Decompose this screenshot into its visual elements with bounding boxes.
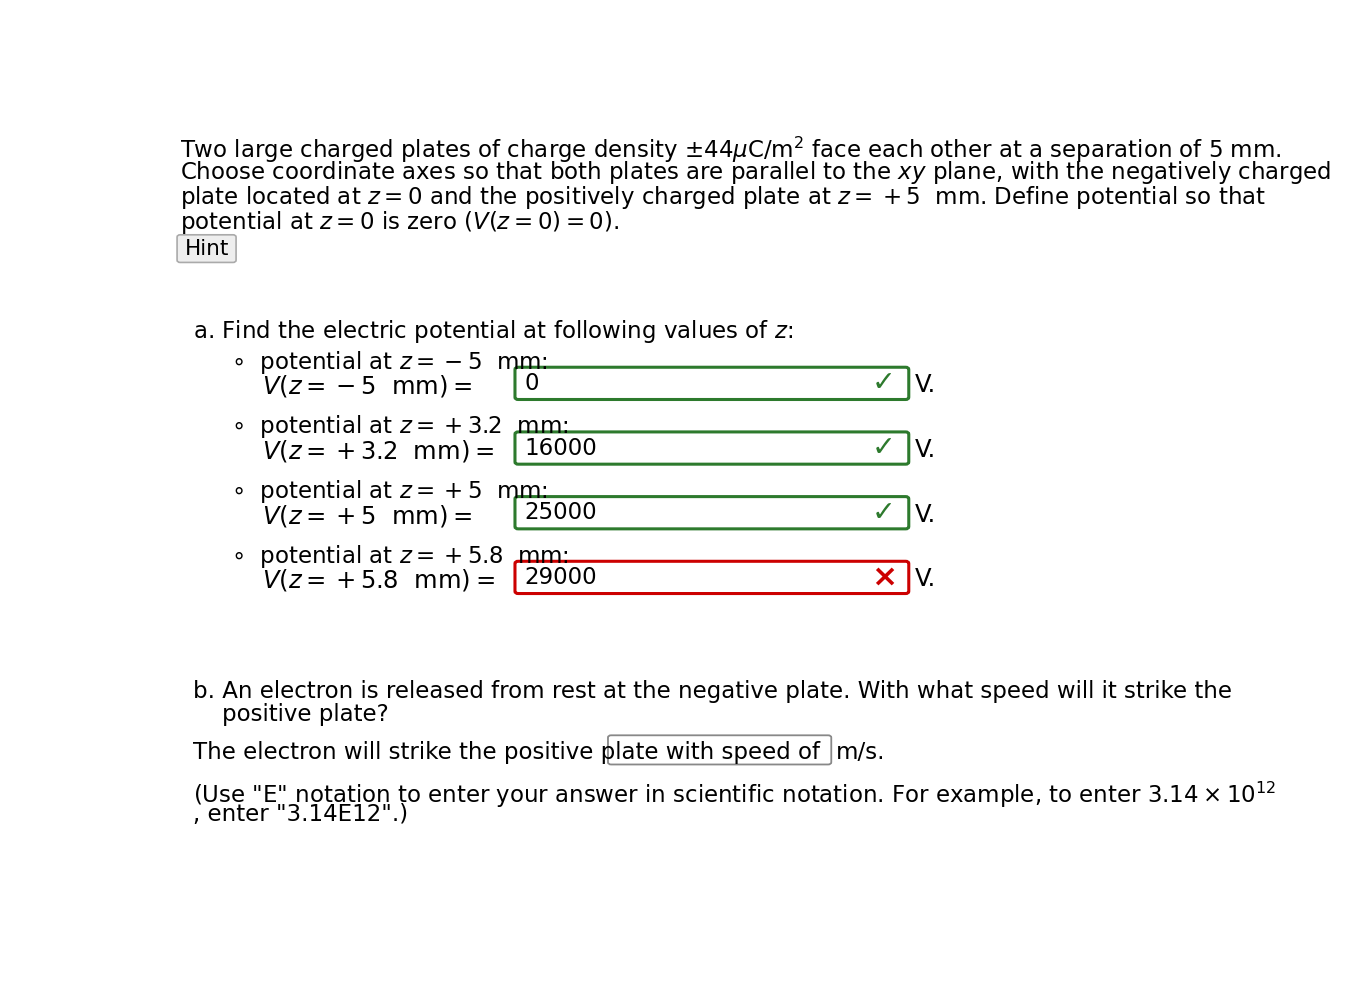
Text: ×: × <box>871 563 897 592</box>
Text: $\circ$  potential at $z = +5.8$  mm:: $\circ$ potential at $z = +5.8$ mm: <box>232 542 569 570</box>
Text: $\circ$  potential at $z = +5$  mm:: $\circ$ potential at $z = +5$ mm: <box>232 478 547 505</box>
FancyBboxPatch shape <box>608 736 831 764</box>
Text: 16000: 16000 <box>524 437 598 459</box>
Text: V.: V. <box>915 439 936 462</box>
FancyBboxPatch shape <box>515 367 909 399</box>
Text: positive plate?: positive plate? <box>192 703 389 726</box>
Text: V.: V. <box>915 374 936 397</box>
Text: Two large charged plates of charge density $\pm44\mu$C/m$^2$ face each other at : Two large charged plates of charge densi… <box>180 134 1282 165</box>
FancyBboxPatch shape <box>515 561 909 594</box>
Text: V.: V. <box>915 502 936 527</box>
Text: $V(z = +5.8$  mm$) =$: $V(z = +5.8$ mm$) =$ <box>263 567 495 594</box>
Text: 29000: 29000 <box>524 566 598 589</box>
Text: Hint: Hint <box>184 238 229 259</box>
Text: b. An electron is released from rest at the negative plate. With what speed will: b. An electron is released from rest at … <box>192 680 1232 702</box>
Text: a. Find the electric potential at following values of $z$:: a. Find the electric potential at follow… <box>192 318 793 345</box>
Text: m/s.: m/s. <box>836 742 885 764</box>
Text: ✓: ✓ <box>873 434 896 462</box>
Text: , enter "3.14E12".): , enter "3.14E12".) <box>192 803 408 826</box>
Text: $V(z = +5$  mm$) =$: $V(z = +5$ mm$) =$ <box>263 502 473 529</box>
Text: potential at $z = 0$ is zero ($V(z = 0) = 0$).: potential at $z = 0$ is zero ($V(z = 0) … <box>180 209 619 235</box>
FancyBboxPatch shape <box>515 432 909 464</box>
Text: 25000: 25000 <box>524 501 598 524</box>
Text: $V(z = -5$  mm$) =$: $V(z = -5$ mm$) =$ <box>263 374 473 399</box>
Text: V.: V. <box>915 567 936 592</box>
Text: $V(z = +3.2$  mm$) =$: $V(z = +3.2$ mm$) =$ <box>263 439 495 464</box>
Text: ✓: ✓ <box>873 370 896 397</box>
Text: Choose coordinate axes so that both plates are parallel to the $xy$ plane, with : Choose coordinate axes so that both plat… <box>180 159 1332 186</box>
Text: $\circ$  potential at $z = +3.2$  mm:: $\circ$ potential at $z = +3.2$ mm: <box>232 413 569 440</box>
Text: $\circ$  potential at $z = -5$  mm:: $\circ$ potential at $z = -5$ mm: <box>232 348 547 376</box>
FancyBboxPatch shape <box>178 234 236 263</box>
Text: The electron will strike the positive plate with speed of: The electron will strike the positive pl… <box>192 742 820 764</box>
Text: plate located at $z = 0$ and the positively charged plate at $z = +5$  mm. Defin: plate located at $z = 0$ and the positiv… <box>180 184 1266 211</box>
FancyBboxPatch shape <box>515 496 909 529</box>
Text: ✓: ✓ <box>873 498 896 527</box>
Text: 0: 0 <box>524 372 539 395</box>
Text: (Use "E" notation to enter your answer in scientific notation. For example, to e: (Use "E" notation to enter your answer i… <box>192 780 1276 810</box>
